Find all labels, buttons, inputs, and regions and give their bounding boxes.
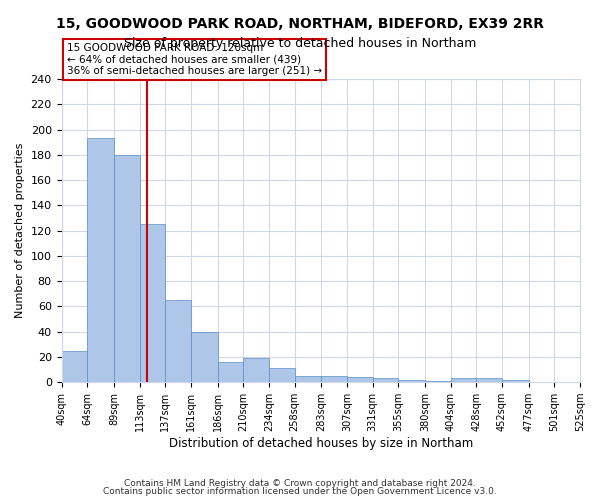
- Bar: [243, 358, 269, 382]
- Y-axis label: Number of detached properties: Number of detached properties: [15, 143, 25, 318]
- Text: Contains public sector information licensed under the Open Government Licence v3: Contains public sector information licen…: [103, 487, 497, 496]
- Text: 15, GOODWOOD PARK ROAD, NORTHAM, BIDEFORD, EX39 2RR: 15, GOODWOOD PARK ROAD, NORTHAM, BIDEFOR…: [56, 18, 544, 32]
- Bar: [502, 380, 529, 382]
- Bar: [321, 376, 347, 382]
- Bar: [398, 380, 425, 382]
- Bar: [87, 138, 114, 382]
- Text: Size of property relative to detached houses in Northam: Size of property relative to detached ho…: [124, 38, 476, 51]
- Bar: [218, 362, 243, 382]
- Bar: [165, 300, 191, 382]
- Bar: [140, 224, 165, 382]
- Bar: [62, 350, 87, 382]
- Bar: [373, 378, 398, 382]
- Bar: [269, 368, 295, 382]
- Bar: [476, 378, 502, 382]
- Bar: [295, 376, 321, 382]
- Bar: [347, 377, 373, 382]
- Bar: [451, 378, 476, 382]
- Text: Contains HM Land Registry data © Crown copyright and database right 2024.: Contains HM Land Registry data © Crown c…: [124, 478, 476, 488]
- Bar: [114, 155, 140, 382]
- X-axis label: Distribution of detached houses by size in Northam: Distribution of detached houses by size …: [169, 437, 473, 450]
- Text: 15 GOODWOOD PARK ROAD: 120sqm
← 64% of detached houses are smaller (439)
36% of : 15 GOODWOOD PARK ROAD: 120sqm ← 64% of d…: [67, 43, 322, 76]
- Bar: [191, 332, 218, 382]
- Bar: [425, 381, 451, 382]
